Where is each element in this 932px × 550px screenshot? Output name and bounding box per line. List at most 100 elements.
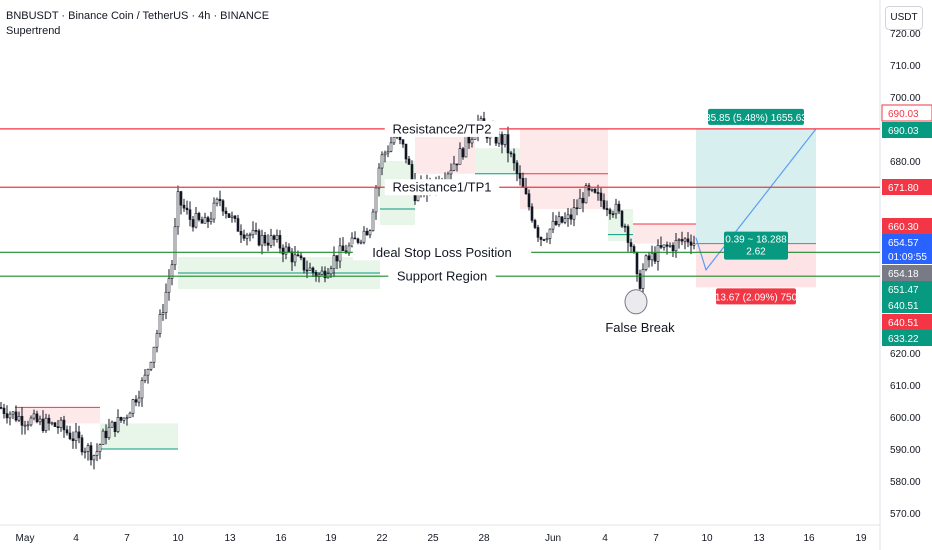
candle-body [269, 235, 273, 246]
candle [122, 417, 126, 424]
candle-body [266, 242, 270, 246]
candle-body [452, 163, 456, 171]
candle [260, 229, 264, 255]
candle [176, 185, 180, 235]
candle [674, 233, 678, 258]
price-label: 640.51 [888, 301, 919, 312]
target-label: 35.85 (5.48%) 1655.63 [705, 113, 807, 124]
candle [545, 232, 549, 243]
candle-body [182, 204, 186, 209]
candle-body [80, 437, 84, 453]
x-tick-label: 16 [275, 533, 287, 544]
candle [527, 189, 531, 211]
candle-body [0, 407, 3, 409]
candle [383, 150, 387, 163]
price-label: 654.18 [888, 269, 919, 280]
candle-body [20, 416, 24, 426]
price-label-bg [882, 330, 932, 346]
y-tick-label: 580.00 [890, 477, 921, 488]
candle-body [638, 273, 642, 289]
candle [251, 221, 255, 239]
candle [50, 421, 54, 426]
indicator-name[interactable]: Supertrend [6, 25, 61, 37]
candle [629, 238, 633, 253]
price-label: 690.03 [888, 126, 919, 137]
candle-body [389, 142, 393, 152]
candle [38, 415, 42, 426]
candle-body [32, 413, 36, 419]
candle [254, 222, 258, 235]
candle [62, 415, 66, 438]
false-break-label: False Break [605, 320, 675, 335]
candle [83, 447, 87, 459]
candle-body [575, 207, 579, 210]
candle-body [461, 148, 465, 158]
candle-body [503, 134, 507, 145]
price-label: 654.57 [888, 238, 919, 249]
candle [17, 411, 21, 422]
candle [365, 227, 369, 236]
candle [182, 198, 186, 212]
x-tick-label: May [16, 533, 35, 544]
candle [338, 237, 342, 269]
candle [368, 229, 372, 239]
candle [29, 415, 33, 427]
candle-body [599, 192, 603, 201]
candle [689, 234, 693, 255]
candle [104, 424, 108, 445]
false-break-marker [624, 289, 648, 315]
currency-button[interactable]: USDT [885, 6, 923, 30]
candle [233, 215, 237, 223]
price-label-bg [882, 218, 932, 234]
candle-body [650, 252, 654, 261]
candle-body [119, 417, 123, 421]
candle [110, 420, 114, 428]
candle [611, 210, 615, 218]
candle [65, 425, 69, 436]
candle-body [179, 191, 183, 206]
candle-body [191, 219, 195, 228]
candle [551, 212, 555, 233]
candle [530, 203, 534, 223]
candle-body [218, 198, 222, 202]
price-label-bg [882, 314, 932, 330]
candle-body [647, 255, 651, 261]
stop-label-bg [716, 288, 796, 305]
x-tick-label: 25 [427, 533, 439, 544]
candle-body [392, 136, 396, 144]
candle [347, 242, 351, 256]
candle-body [110, 421, 114, 428]
candle [107, 418, 111, 440]
candle [278, 230, 282, 254]
candle-body [692, 243, 696, 246]
candle-body [656, 245, 660, 262]
symbol-title[interactable]: BNBUSDT · Binance Coin / TetherUS · 4h ·… [6, 10, 270, 22]
candle-body [38, 418, 42, 423]
x-tick-label: 19 [855, 533, 867, 544]
candle [323, 266, 327, 283]
candle-body [356, 238, 360, 243]
candle-body [542, 239, 546, 241]
level-label: Resistance2/TP2 [393, 121, 492, 136]
candle [80, 434, 84, 456]
candle-body [539, 237, 543, 240]
candle-body [617, 203, 621, 212]
candle-body [227, 213, 231, 218]
candle [380, 151, 384, 176]
candle-body [239, 231, 243, 236]
candle-body [149, 361, 153, 370]
candle-body [23, 424, 27, 427]
candle [644, 254, 648, 272]
candle-body [11, 411, 15, 415]
candle [296, 250, 300, 257]
y-tick-label: 680.00 [890, 157, 921, 168]
candle [287, 243, 291, 253]
candle [389, 134, 393, 153]
candle-body [2, 407, 6, 414]
candle-body [206, 217, 210, 222]
candle [248, 232, 252, 242]
candle-body [653, 252, 657, 262]
candle [584, 183, 588, 204]
candle [89, 442, 93, 466]
